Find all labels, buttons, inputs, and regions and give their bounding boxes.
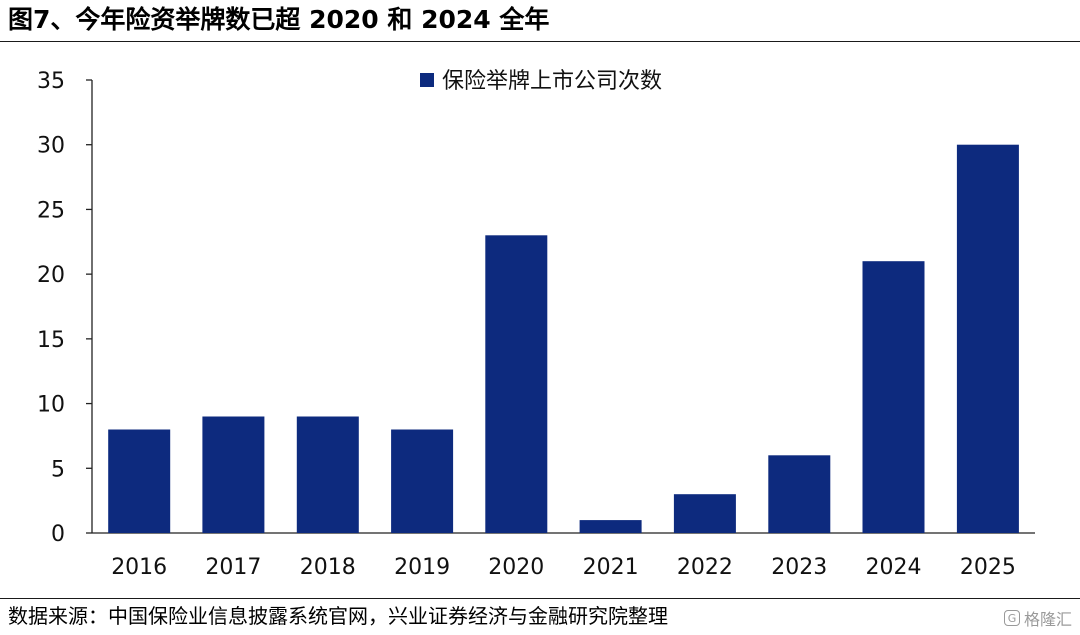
- bar-2023: [768, 455, 831, 533]
- y-tick-label: 10: [37, 393, 65, 418]
- source-divider: [0, 598, 1080, 599]
- x-tick-label: 2016: [111, 555, 167, 580]
- bar-2019: [391, 429, 454, 533]
- legend: 保险举牌上市公司次数: [420, 69, 662, 94]
- x-tick-label: 2020: [488, 555, 544, 580]
- x-axis: 2016 2017 2018 2019 2020 2021 2022 2023 2024 2025: [92, 532, 1035, 580]
- y-tick-label: 15: [37, 328, 65, 353]
- bar-2024: [862, 261, 925, 533]
- bar-2018: [296, 416, 359, 533]
- bar-2021: [579, 520, 642, 533]
- x-tick-label: 2019: [394, 555, 450, 580]
- legend-label: 保险举牌上市公司次数: [442, 69, 662, 94]
- y-tick-label: 5: [51, 457, 65, 482]
- y-tick-label: 30: [37, 134, 65, 159]
- watermark-badge: G 格隆汇: [1003, 606, 1072, 630]
- x-tick-label: 2022: [677, 555, 733, 580]
- bar-2020: [485, 235, 548, 534]
- x-tick-label: 2023: [771, 555, 827, 580]
- y-tick-label: 0: [51, 522, 65, 547]
- source-note: 数据来源：中国保险业信息披露系统官网，兴业证券经济与金融研究院整理: [8, 604, 668, 628]
- bar-2017: [202, 416, 265, 533]
- x-tick-label: 2018: [300, 555, 356, 580]
- x-tick-label: 2025: [960, 555, 1016, 580]
- y-tick-label: 35: [37, 69, 65, 94]
- y-tick-label: 20: [37, 263, 65, 288]
- y-axis: 0 5 10 15 20 25 30 35: [37, 69, 93, 547]
- x-tick-label: 2021: [583, 555, 639, 580]
- bar-2016: [108, 429, 171, 533]
- x-tick-label: 2024: [866, 555, 922, 580]
- chart-title: 图7、今年险资举牌数已超 2020 和 2024 全年: [8, 5, 550, 34]
- title-divider: [0, 41, 1080, 42]
- watermark-text: 格隆汇: [1023, 610, 1072, 629]
- y-tick-label: 25: [37, 198, 65, 223]
- bars: [108, 144, 1019, 534]
- legend-swatch: [420, 73, 434, 87]
- bar-2025: [956, 144, 1019, 533]
- gelonghui-logo-icon: G: [1003, 610, 1020, 626]
- bar-2022: [673, 494, 736, 533]
- x-tick-label: 2017: [205, 555, 261, 580]
